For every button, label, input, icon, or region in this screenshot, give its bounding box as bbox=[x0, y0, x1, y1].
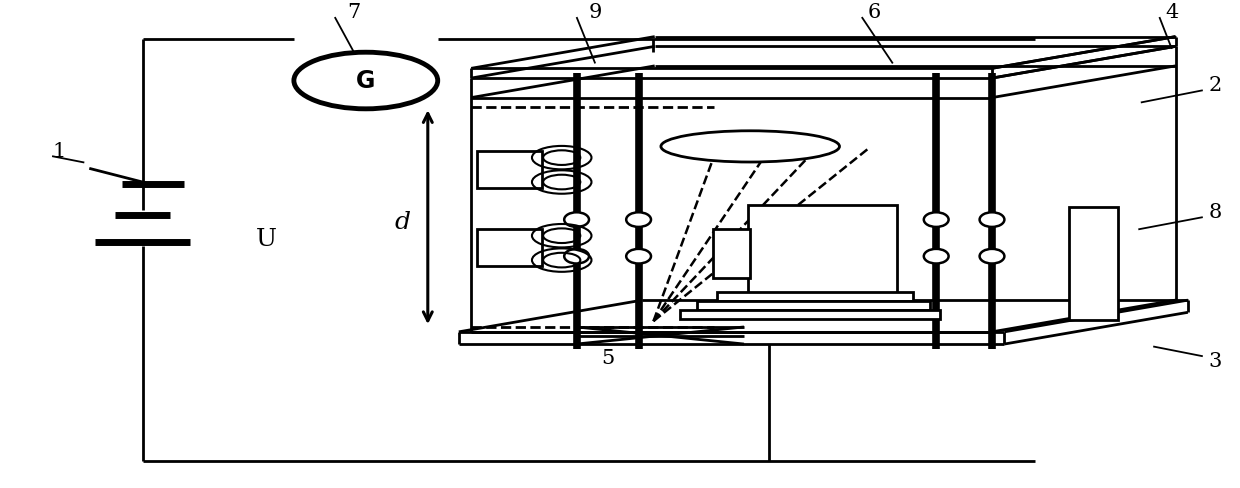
Ellipse shape bbox=[980, 212, 1004, 227]
Ellipse shape bbox=[564, 249, 589, 264]
Ellipse shape bbox=[626, 212, 651, 227]
Text: 7: 7 bbox=[347, 3, 360, 21]
Ellipse shape bbox=[564, 212, 589, 227]
Text: 2: 2 bbox=[1209, 76, 1221, 95]
Text: G: G bbox=[356, 68, 376, 93]
Text: d: d bbox=[396, 210, 410, 234]
Ellipse shape bbox=[980, 249, 1004, 264]
Bar bbox=[697, 301, 930, 310]
Ellipse shape bbox=[924, 212, 949, 227]
Text: 6: 6 bbox=[868, 3, 880, 21]
Bar bbox=[748, 205, 897, 300]
Bar bbox=[717, 292, 913, 301]
Bar bbox=[680, 310, 940, 319]
Bar bbox=[477, 229, 542, 266]
Bar bbox=[713, 229, 750, 278]
Text: 4: 4 bbox=[1166, 3, 1178, 21]
Bar bbox=[1069, 207, 1118, 320]
Ellipse shape bbox=[924, 249, 949, 264]
Text: U: U bbox=[257, 227, 277, 251]
Text: 8: 8 bbox=[1209, 203, 1221, 222]
Bar bbox=[477, 151, 542, 188]
Text: 3: 3 bbox=[1209, 352, 1221, 370]
Ellipse shape bbox=[661, 131, 839, 162]
Ellipse shape bbox=[626, 249, 651, 264]
Text: 5: 5 bbox=[601, 349, 614, 368]
Text: 9: 9 bbox=[589, 3, 601, 21]
Text: 1: 1 bbox=[53, 142, 66, 161]
